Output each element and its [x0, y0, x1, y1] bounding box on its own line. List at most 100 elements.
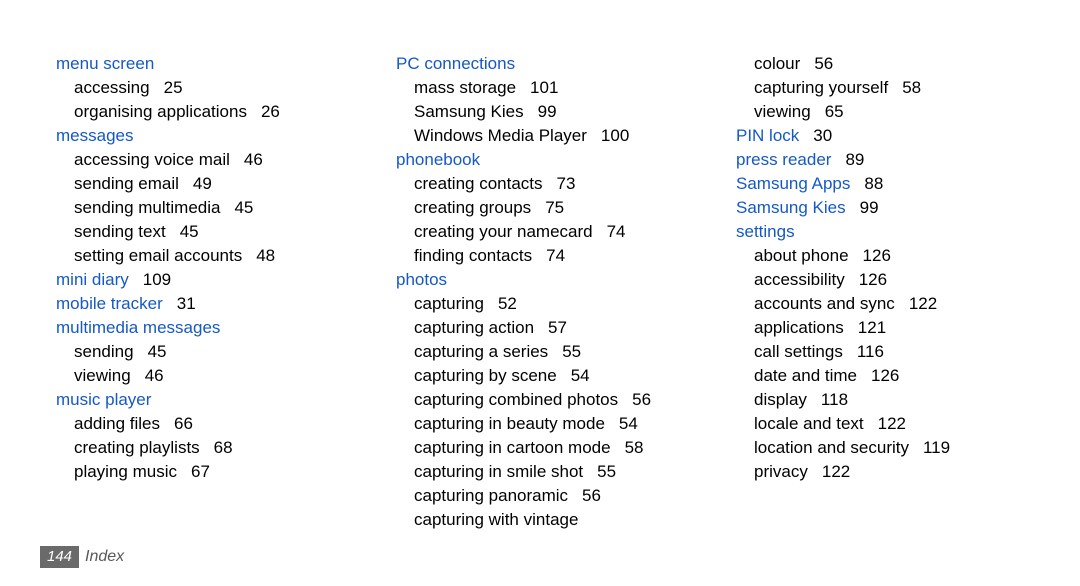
subentry-text: display	[754, 390, 807, 409]
page-ref: 55	[562, 342, 581, 361]
page-ref: 30	[813, 126, 832, 145]
index-subentry: accessing25	[56, 76, 350, 100]
index-subentry: finding contacts74	[396, 244, 690, 268]
index-heading: multimedia messages	[56, 316, 350, 340]
page-ref: 57	[548, 318, 567, 337]
heading-text: mobile tracker	[56, 294, 163, 313]
index-subentry: capturing in smile shot55	[396, 460, 690, 484]
subentry-text: date and time	[754, 366, 857, 385]
subentry-text: sending email	[74, 174, 179, 193]
index-subentry: capturing in cartoon mode58	[396, 436, 690, 460]
column-3: colour56capturing yourself58 viewing 65 PIN…	[736, 52, 1030, 532]
subentry-text: capturing in smile shot	[414, 462, 583, 481]
subentry-text: creating playlists	[74, 438, 200, 457]
subentry-text: accessibility	[754, 270, 845, 289]
page-ref: 45	[234, 198, 253, 217]
subentry-text: capturing action	[414, 318, 534, 337]
page-ref: 116	[857, 342, 884, 361]
subentry-text: organising applications	[74, 102, 247, 121]
subentry-text: mass storage	[414, 78, 516, 97]
subentry-text: Windows Media Player	[414, 126, 587, 145]
index-subentry: capturing 52	[396, 292, 690, 316]
subentry-text: capturing	[414, 294, 484, 313]
index-subentry: capturing yourself58	[736, 76, 1030, 100]
index-heading: Samsung Apps88	[736, 172, 1030, 196]
page-ref: 52	[498, 294, 517, 313]
page-ref: 45	[148, 342, 167, 361]
page-ref: 65	[825, 102, 844, 121]
index-subentry: call settings 116	[736, 340, 1030, 364]
subentry-text: capturing in beauty mode	[414, 414, 605, 433]
index-subentry: capturing combined photos56	[396, 388, 690, 412]
heading-text: settings	[736, 222, 795, 241]
index-subentry: sending45	[56, 340, 350, 364]
index-subentry: sending multimedia 45	[56, 196, 350, 220]
subentry-text: sending multimedia	[74, 198, 220, 217]
heading-text: messages	[56, 126, 133, 145]
index-subentry: creating contacts73	[396, 172, 690, 196]
subentry-text: call settings	[754, 342, 843, 361]
index-subentry: capturing action 57	[396, 316, 690, 340]
index-heading: music player	[56, 388, 350, 412]
heading-text: press reader	[736, 150, 831, 169]
page-footer: 144 Index	[40, 546, 124, 568]
subentry-text: capturing with vintage	[414, 510, 578, 529]
page-ref: 89	[845, 150, 864, 169]
page-ref: 56	[582, 486, 601, 505]
index-heading: PIN lock 30	[736, 124, 1030, 148]
subentry-text: privacy	[754, 462, 808, 481]
page-ref: 46	[244, 150, 263, 169]
heading-text: multimedia messages	[56, 318, 220, 337]
subentry-text: capturing panoramic	[414, 486, 568, 505]
page-ref: 126	[859, 270, 887, 289]
page-ref: 26	[261, 102, 280, 121]
subentry-text: viewing	[74, 366, 131, 385]
index-subentry: capturing panoramic 56	[396, 484, 690, 508]
index-subentry: sending email 49	[56, 172, 350, 196]
page-ref: 122	[909, 294, 937, 313]
page-ref: 122	[878, 414, 906, 433]
index-subentry: colour56	[736, 52, 1030, 76]
subentry-text: about phone	[754, 246, 849, 265]
subentry-text: accounts and sync	[754, 294, 895, 313]
index-subentry: capturing a series 55	[396, 340, 690, 364]
page-ref: 68	[214, 438, 233, 457]
page-ref: 45	[180, 222, 199, 241]
index-subentry: organising applications 26	[56, 100, 350, 124]
index-subentry: setting email accounts48	[56, 244, 350, 268]
page-ref: 56	[814, 54, 833, 73]
page-ref: 119	[923, 438, 950, 457]
index-subentry: privacy 122	[736, 460, 1030, 484]
subentry-text: creating groups	[414, 198, 531, 217]
index-subentry: about phone 126	[736, 244, 1030, 268]
page-ref: 54	[571, 366, 590, 385]
subentry-text: playing music	[74, 462, 177, 481]
index-subentry: capturing in beauty mode54	[396, 412, 690, 436]
index-subentry: creating playlists 68	[56, 436, 350, 460]
page-ref: 49	[193, 174, 212, 193]
subentry-text: location and security	[754, 438, 909, 457]
subentry-text: viewing	[754, 102, 811, 121]
index-subentry: locale and text122	[736, 412, 1030, 436]
page-ref: 126	[863, 246, 891, 265]
column-1: menu screenaccessing25organising applica…	[56, 52, 350, 532]
page-ref: 101	[530, 78, 558, 97]
index-heading: PC connections	[396, 52, 690, 76]
index-subentry: applications121	[736, 316, 1030, 340]
heading-text: music player	[56, 390, 151, 409]
subentry-text: Samsung Kies	[414, 102, 524, 121]
page-ref: 118	[821, 390, 848, 409]
heading-text: PIN lock	[736, 126, 799, 145]
page-ref: 122	[822, 462, 850, 481]
page-ref: 99	[860, 198, 879, 217]
page-ref: 100	[601, 126, 629, 145]
subentry-text: capturing in cartoon mode	[414, 438, 611, 457]
column-2: PC connections mass storage 101 Samsung Kie…	[396, 52, 690, 532]
index-subentry: Windows Media Player 100	[396, 124, 690, 148]
subentry-text: creating your namecard	[414, 222, 593, 241]
page-ref: 121	[858, 318, 886, 337]
index-subentry: date and time126	[736, 364, 1030, 388]
index-subentry: display 118	[736, 388, 1030, 412]
subentry-text: capturing a series	[414, 342, 548, 361]
heading-text: PC connections	[396, 54, 515, 73]
